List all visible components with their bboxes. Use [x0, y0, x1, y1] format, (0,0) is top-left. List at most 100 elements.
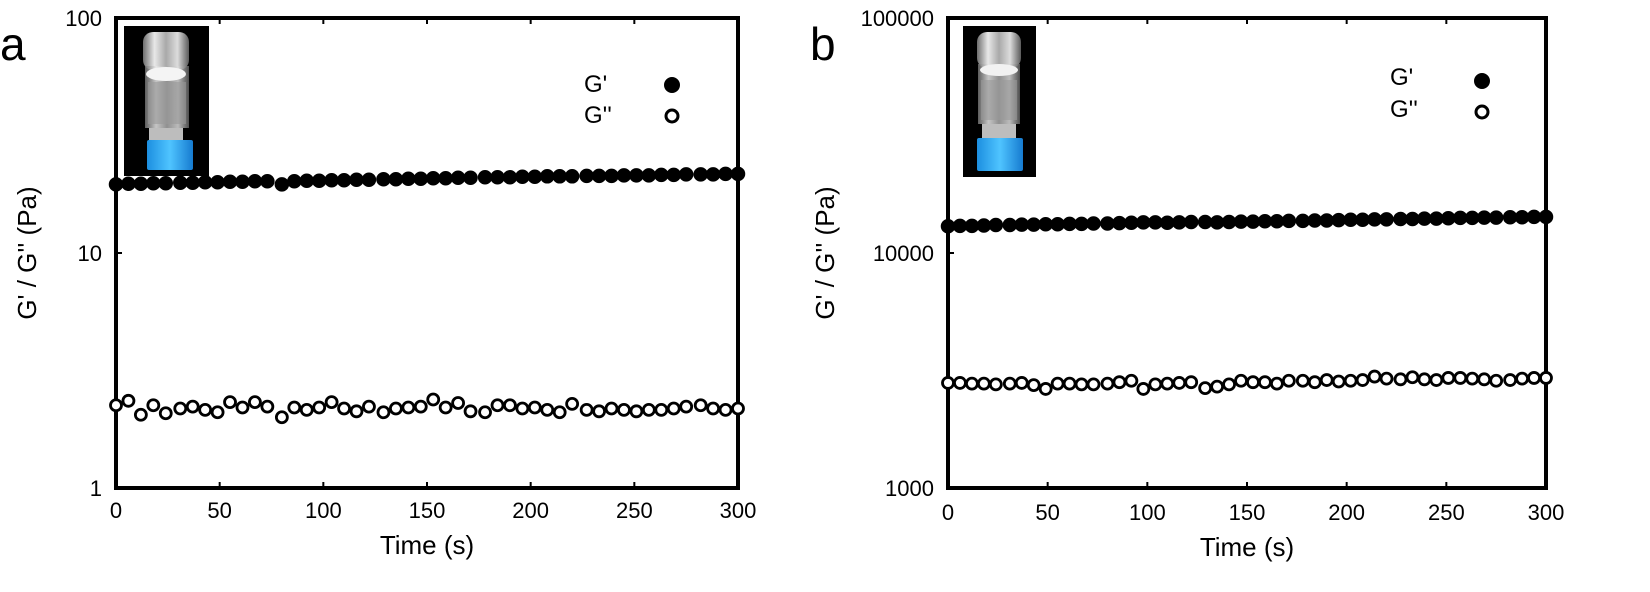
panel-a-g-double-prime-point	[146, 398, 161, 413]
panel-b-g-double-prime-point	[1441, 371, 1456, 385]
panel-a-g-prime-point	[463, 170, 478, 186]
panel-b-g-double-prime-point	[1172, 376, 1187, 390]
panel-a-y-tick-label: 100	[65, 6, 102, 31]
panel-b-y-tick-label: 1000	[885, 476, 934, 501]
panel-b-g-prime-point	[1355, 212, 1370, 228]
panel-a-inset-photo	[124, 26, 209, 176]
panel-a-g-prime-point	[527, 169, 543, 185]
panel-b-g-prime-point	[1488, 210, 1504, 225]
panel-b-g-double-prime-point	[1405, 370, 1420, 385]
panel-a-x-tick-label: 150	[409, 498, 446, 523]
panel-a-g-double-prime-point	[527, 400, 542, 415]
panel-a-g-double-prime-point	[604, 401, 619, 416]
panel-a-g-double-prime-point	[299, 402, 314, 417]
panel-b-g-double-prime-point	[1515, 371, 1529, 386]
panel-a-g-double-prime-point	[503, 398, 517, 413]
panel-b-marks	[940, 209, 1554, 396]
panel-b-g-double-prime-point	[1527, 371, 1541, 385]
panel-b-g-double-prime-point	[965, 376, 979, 391]
panel-b-g-prime-point	[1062, 216, 1077, 232]
panel-b-g-double-prime-point	[1393, 372, 1408, 387]
panel-a-g-double-prime-point	[413, 399, 428, 414]
panel-b-g-prime-point	[1136, 215, 1151, 230]
panel-b-g-prime-point	[1343, 212, 1358, 228]
panel-b-g-double-prime-point	[1062, 376, 1077, 391]
panel-a-y-tick-label: 1	[90, 476, 102, 501]
panel-b-g-double-prime-point	[1379, 371, 1394, 386]
panel-b-g-prime-point	[1429, 211, 1444, 226]
panel-a-legend-marker-g-double-prime	[664, 108, 680, 124]
panel-a-g-double-prime-point	[426, 392, 441, 407]
panel-b-g-prime-point	[1245, 214, 1261, 229]
panel-b-g-double-prime-point	[988, 377, 1003, 392]
panel-a-g-prime-point	[146, 176, 161, 191]
panel-b-g-prime-point	[1002, 217, 1018, 233]
panel-b-g-double-prime-point	[1503, 373, 1518, 387]
panel-b-g-double-prime-point	[1148, 377, 1163, 392]
panel-b-g-prime-point	[1233, 214, 1249, 229]
panel-a-g-prime-point	[349, 172, 364, 187]
panel-b: b G' G'' 0 50 100 150 200 250 300 1000 10000 1000…	[810, 6, 1564, 562]
panel-b-g-double-prime-point	[1453, 371, 1468, 385]
panel-a-g-prime-point	[336, 172, 352, 188]
panel-b-g-double-prime-point	[1136, 382, 1151, 396]
panel-b-legend-marker-g-prime	[1474, 73, 1490, 89]
panel-a-grid	[115, 17, 739, 489]
panel-a-g-double-prime-point	[592, 404, 606, 419]
panel-a-g-double-prime-point	[287, 400, 302, 415]
panel-b-plot-frame	[946, 16, 1548, 490]
panel-b-g-prime-point	[1417, 211, 1432, 226]
panel-a-g-double-prime-point	[185, 399, 200, 414]
panel-b-g-double-prime-point	[1100, 376, 1115, 391]
panel-a-g-double-prime-point	[515, 401, 530, 416]
panel-b-g-prime-point	[976, 218, 992, 233]
panel-a-g-prime-point	[490, 170, 505, 185]
panel-a-g-double-prime-point	[451, 396, 466, 410]
panel-letter-b: b	[810, 18, 836, 70]
panel-b-g-prime-point	[988, 217, 1004, 233]
panel-a-g-prime-point	[591, 168, 607, 184]
panel-a-g-prime-point	[361, 172, 377, 187]
panel-a-x-tick-label: 50	[207, 498, 231, 523]
panel-a-g-prime-point	[425, 171, 441, 186]
panel-b-g-prime-point	[952, 218, 968, 234]
panel-b-x-axis-label: Time (s)	[1200, 532, 1294, 562]
panel-b-inset-photo	[963, 26, 1036, 177]
panel-a-g-double-prime-point	[362, 399, 376, 414]
panel-b-g-double-prime-point	[1539, 371, 1553, 385]
panel-b-g-double-prime-point	[1124, 373, 1139, 388]
panel-a-g-double-prime-point	[731, 401, 745, 416]
panel-a-g-prime-point	[616, 168, 632, 183]
panel-a-g-double-prime-point	[109, 398, 123, 413]
panel-b-g-double-prime-point	[1002, 376, 1017, 391]
panel-a-g-prime-point	[222, 174, 238, 189]
panel-a-g-double-prime-point	[388, 401, 403, 416]
panel-a-g-prime-point	[515, 169, 530, 185]
panel-a-y-axis-label: G' / G'' (Pa)	[12, 186, 42, 319]
panel-b-y-tick-label: 10000	[873, 241, 934, 266]
panel-b-g-prime-point	[1453, 210, 1468, 226]
panel-b-g-double-prime-point	[1234, 373, 1248, 388]
panel-a-marks	[108, 166, 746, 425]
panel-a-g-prime-point	[260, 173, 275, 189]
panel-a-g-double-prime-point	[617, 402, 631, 417]
panel-b-legend-label-g-double-prime: G''	[1390, 96, 1418, 123]
panel-a-g-double-prime-point	[376, 405, 391, 420]
panel-a-g-prime-point	[108, 177, 124, 192]
panel-a-g-double-prime-point	[158, 406, 173, 421]
panel-a-g-double-prime-point	[478, 405, 492, 420]
panel-b-g-double-prime-point	[1112, 375, 1127, 390]
panel-b-g-prime-point	[1393, 211, 1408, 227]
panel-a-g-double-prime-point	[706, 401, 721, 416]
panel-a-g-double-prime-point	[718, 402, 733, 417]
panel-a-g-prime-point	[564, 169, 580, 184]
panel-a-g-double-prime-point	[565, 396, 580, 411]
panel-a-g-prime-point	[299, 173, 314, 188]
panel-a-g-double-prime-point	[248, 395, 262, 410]
panel-b-g-prime-point	[1269, 213, 1285, 229]
panel-b-g-prime-point	[1026, 217, 1041, 232]
panel-a-g-double-prime-point	[324, 395, 339, 410]
panel-a-g-prime-point	[413, 171, 429, 186]
panel-b-g-double-prime-point	[1086, 377, 1101, 392]
panel-b-g-double-prime-point	[1160, 376, 1175, 391]
